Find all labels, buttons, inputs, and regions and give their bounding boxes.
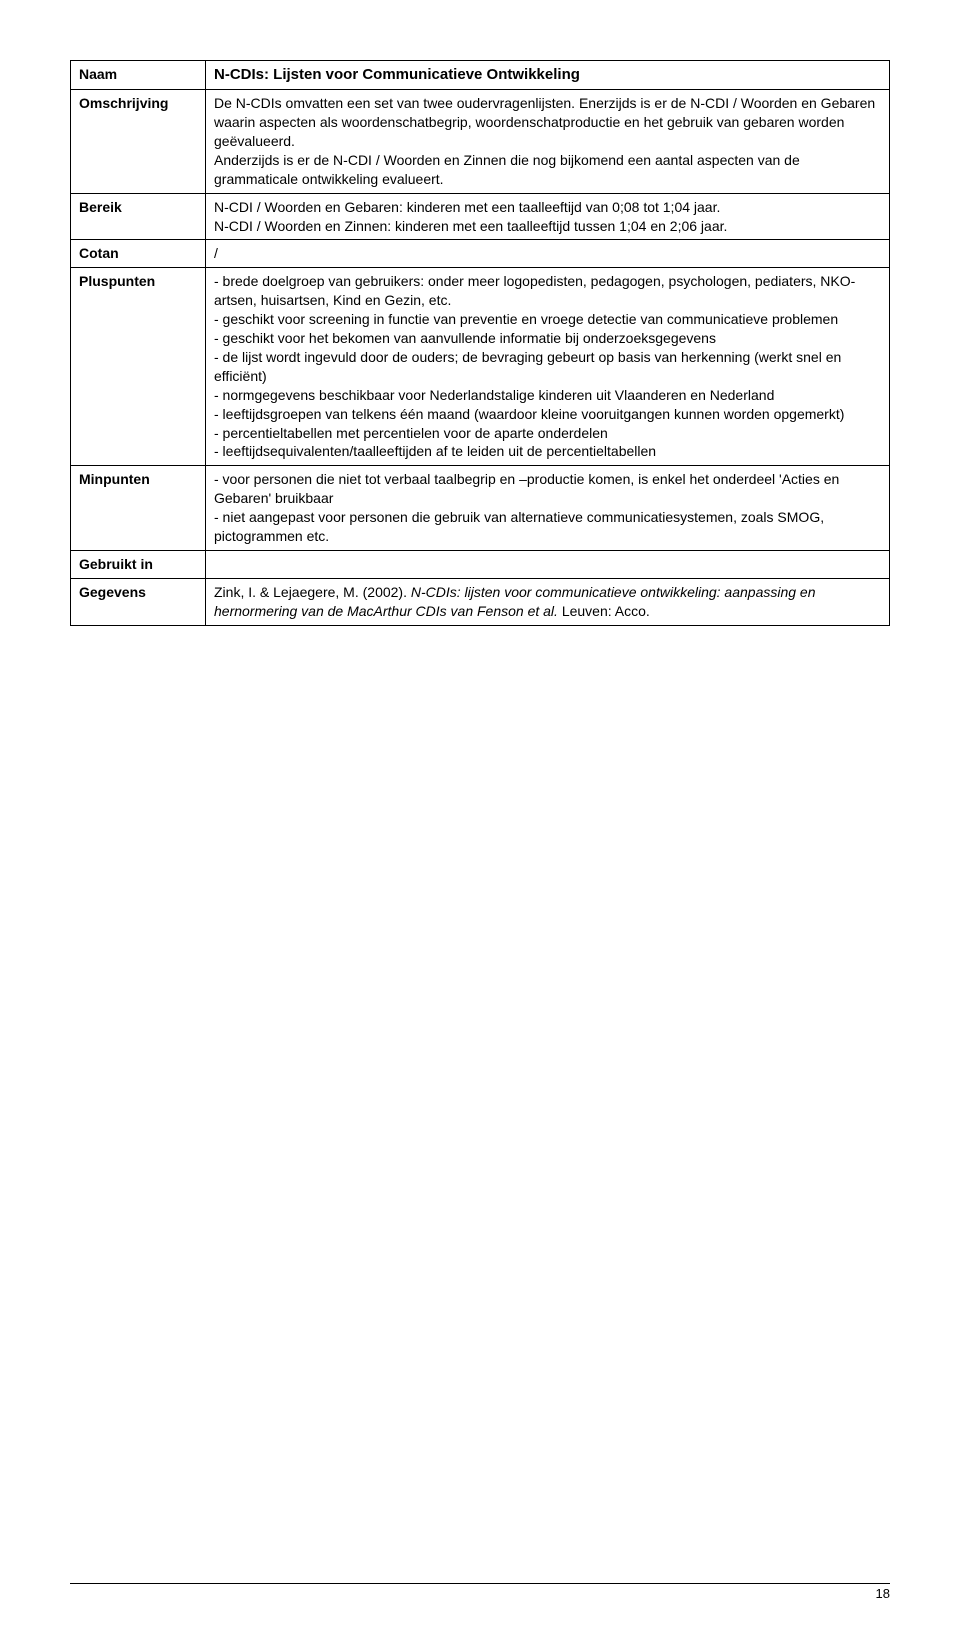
content-line: - de lijst wordt ingevuld door de ouders…: [214, 348, 881, 386]
footer-line: [70, 1583, 890, 1584]
row-label: Bereik: [71, 193, 206, 240]
table-row: OmschrijvingDe N-CDIs omvatten een set v…: [71, 90, 890, 193]
content-line: - niet aangepast voor personen die gebru…: [214, 508, 881, 546]
row-label: Naam: [71, 61, 206, 90]
table-row: GegevensZink, I. & Lejaegere, M. (2002).…: [71, 578, 890, 625]
table-row: Pluspunten- brede doelgroep van gebruike…: [71, 268, 890, 466]
content-line: - leeftijdsequivalenten/taalleeftijden a…: [214, 442, 881, 461]
row-content: N-CDIs: Lijsten voor Communicatieve Ontw…: [206, 61, 890, 90]
table-body: NaamN-CDIs: Lijsten voor Communicatieve …: [71, 61, 890, 626]
row-label: Gebruikt in: [71, 550, 206, 578]
table-row: Bereik N-CDI / Woorden en Gebaren: kinder…: [71, 193, 890, 240]
content-line: De N-CDIs omvatten een set van twee oude…: [214, 94, 881, 151]
row-label: Omschrijving: [71, 90, 206, 193]
row-content: [206, 550, 890, 578]
row-content: De N-CDIs omvatten een set van twee oude…: [206, 90, 890, 193]
table-row: Gebruikt in: [71, 550, 890, 578]
content-line: /: [214, 244, 881, 263]
row-label: Minpunten: [71, 466, 206, 551]
page-number: 18: [70, 1586, 890, 1601]
row-content: - voor personen die niet tot verbaal taa…: [206, 466, 890, 551]
row-content: /: [206, 240, 890, 268]
row-label: Gegevens: [71, 578, 206, 625]
content-line: N-CDI / Woorden en Gebaren: kinderen met…: [214, 198, 881, 217]
table-row: Cotan /: [71, 240, 890, 268]
content-line: - brede doelgroep van gebruikers: onder …: [214, 272, 881, 310]
row-content: Zink, I. & Lejaegere, M. (2002). N-CDIs:…: [206, 578, 890, 625]
table-row: NaamN-CDIs: Lijsten voor Communicatieve …: [71, 61, 890, 90]
content-line: - geschikt voor het bekomen van aanvulle…: [214, 329, 881, 348]
content-line: - percentieltabellen met percentielen vo…: [214, 424, 881, 443]
citation-publisher: Leuven: Acco.: [558, 603, 650, 619]
table-row: Minpunten- voor personen die niet tot ve…: [71, 466, 890, 551]
content-line: - voor personen die niet tot verbaal taa…: [214, 470, 881, 508]
content-line: - geschikt voor screening in functie van…: [214, 310, 881, 329]
row-label: Cotan: [71, 240, 206, 268]
content-line: N-CDI / Woorden en Zinnen: kinderen met …: [214, 217, 881, 236]
main-table: NaamN-CDIs: Lijsten voor Communicatieve …: [70, 60, 890, 626]
content-line: - normgegevens beschikbaar voor Nederlan…: [214, 386, 881, 405]
citation-authors: Zink, I. & Lejaegere, M. (2002).: [214, 584, 411, 600]
row-content: N-CDI / Woorden en Gebaren: kinderen met…: [206, 193, 890, 240]
content-line: - leeftijdsgroepen van telkens één maand…: [214, 405, 881, 424]
row-content: - brede doelgroep van gebruikers: onder …: [206, 268, 890, 466]
page-footer: 18: [70, 1583, 890, 1601]
content-line: Anderzijds is er de N-CDI / Woorden en Z…: [214, 151, 881, 189]
row-label: Pluspunten: [71, 268, 206, 466]
